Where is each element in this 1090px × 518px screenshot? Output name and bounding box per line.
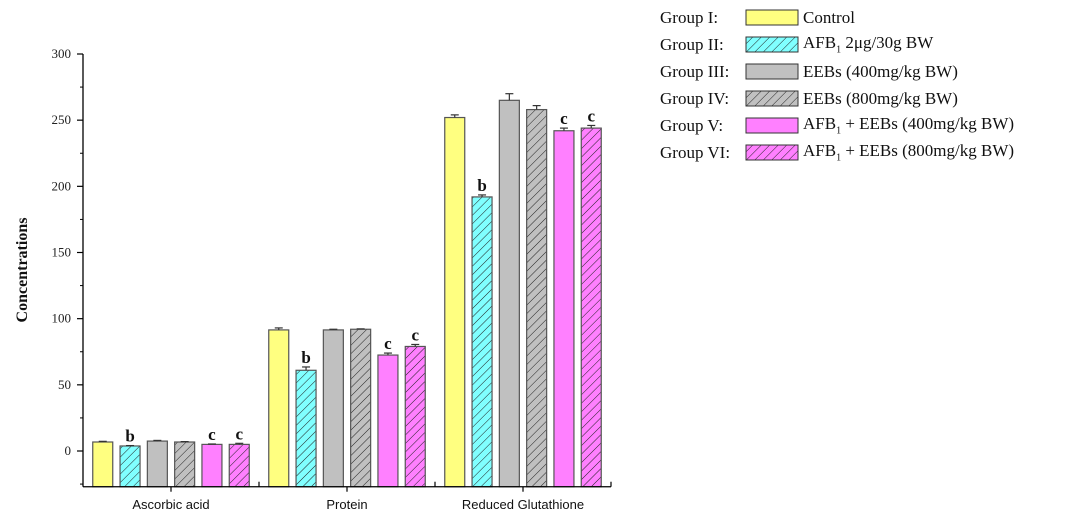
y-tick-label: 50: [58, 377, 71, 392]
legend-swatch: [745, 63, 799, 80]
bar-3-2: [322, 329, 344, 488]
bar-2-1: [119, 445, 141, 488]
significance-label: c: [411, 325, 419, 344]
bars-layer: b c cbc cbc c: [92, 93, 602, 488]
bar-5-3: [553, 130, 575, 488]
legend: Group I: Control Group II: AFB1 2μg/30g BW G…: [660, 4, 1014, 166]
bar-3-3: [498, 99, 520, 488]
legend-swatch: [745, 9, 799, 26]
significance-label: c: [587, 106, 595, 125]
legend-swatch: [745, 90, 799, 107]
legend-subscript: 1: [836, 152, 842, 164]
y-tick-label: 0: [65, 443, 72, 458]
bar-6-3: [580, 127, 602, 488]
axes-layer: Ascorbic acid Protein Reduced Glutathione 0…: [52, 46, 612, 512]
legend-subscript: 1: [836, 125, 842, 137]
x-tick-label: Ascorbic acid: [132, 497, 209, 512]
bar-2-3: [471, 196, 493, 488]
bar-5-2: [377, 354, 399, 488]
bar-1-3: [444, 116, 466, 488]
bar-1-2: [268, 329, 290, 488]
bar-5-1: [201, 443, 223, 488]
y-tick-label: 250: [52, 112, 72, 127]
bar-2-2: [295, 369, 317, 488]
legend-text: Control: [803, 7, 855, 27]
y-tick-label: 150: [52, 245, 72, 260]
significance-label: b: [125, 427, 134, 446]
x-tick-label: Protein: [326, 497, 367, 512]
legend-item: Group IV: EEBs (800mg/kg BW): [660, 85, 1014, 112]
legend-item: Group VI: AFB1 + EEBs (800mg/kg BW): [660, 139, 1014, 166]
significance-label: b: [301, 348, 310, 367]
legend-group-label: Group III:: [660, 61, 730, 81]
legend-item: Group I: Control: [660, 4, 1014, 31]
significance-label: c: [235, 424, 243, 443]
significance-label: c: [208, 425, 216, 444]
legend-item: Group II: AFB1 2μg/30g BW: [660, 31, 1014, 58]
legend-group-label: Group I:: [660, 7, 719, 27]
legend-swatch: [745, 117, 799, 134]
legend-text-main: AFB: [803, 33, 837, 53]
bar-1-1: [92, 441, 114, 488]
legend-group-label: Group V:: [660, 115, 724, 135]
legend-text-main: AFB: [803, 141, 837, 161]
y-tick-label: 300: [52, 46, 72, 61]
legend-group-label: Group VI:: [660, 142, 731, 162]
bar-6-2: [404, 345, 426, 488]
legend-text: AFB1 + EEBs (400mg/kg BW): [803, 114, 1014, 136]
legend-group-label: Group IV:: [660, 88, 730, 108]
legend-text: AFB1 + EEBs (800mg/kg BW): [803, 141, 1014, 163]
legend-item: Group V: AFB1 + EEBs (400mg/kg BW): [660, 112, 1014, 139]
legend-text-main: AFB: [803, 114, 837, 134]
y-axis-title: Concentrations: [14, 218, 31, 323]
legend-text: EEBs (400mg/kg BW): [803, 61, 958, 81]
bar-4-3: [526, 108, 548, 488]
significance-label: c: [560, 109, 568, 128]
legend-text-rest: + EEBs (800mg/kg BW): [841, 141, 1015, 161]
significance-label: c: [384, 334, 392, 353]
bar-4-1: [174, 441, 196, 488]
bar-6-1: [228, 443, 250, 488]
legend-text-rest: + EEBs (400mg/kg BW): [841, 114, 1015, 134]
legend-item: Group III: EEBs (400mg/kg BW): [660, 58, 1014, 85]
legend-text: AFB1 2μg/30g BW: [803, 33, 933, 55]
legend-group-label: Group II:: [660, 34, 724, 54]
significance-label: b: [477, 176, 486, 195]
legend-swatch: [745, 144, 799, 161]
y-tick-label: 100: [52, 311, 72, 326]
y-tick-label: 200: [52, 178, 72, 193]
bar-4-2: [350, 328, 372, 488]
legend-subscript: 1: [836, 44, 842, 56]
legend-swatch: [745, 36, 799, 53]
bar-3-1: [146, 440, 168, 488]
legend-text: EEBs (800mg/kg BW): [803, 88, 958, 108]
legend-text-rest: 2μg/30g BW: [841, 33, 934, 53]
x-tick-label: Reduced Glutathione: [462, 497, 584, 512]
